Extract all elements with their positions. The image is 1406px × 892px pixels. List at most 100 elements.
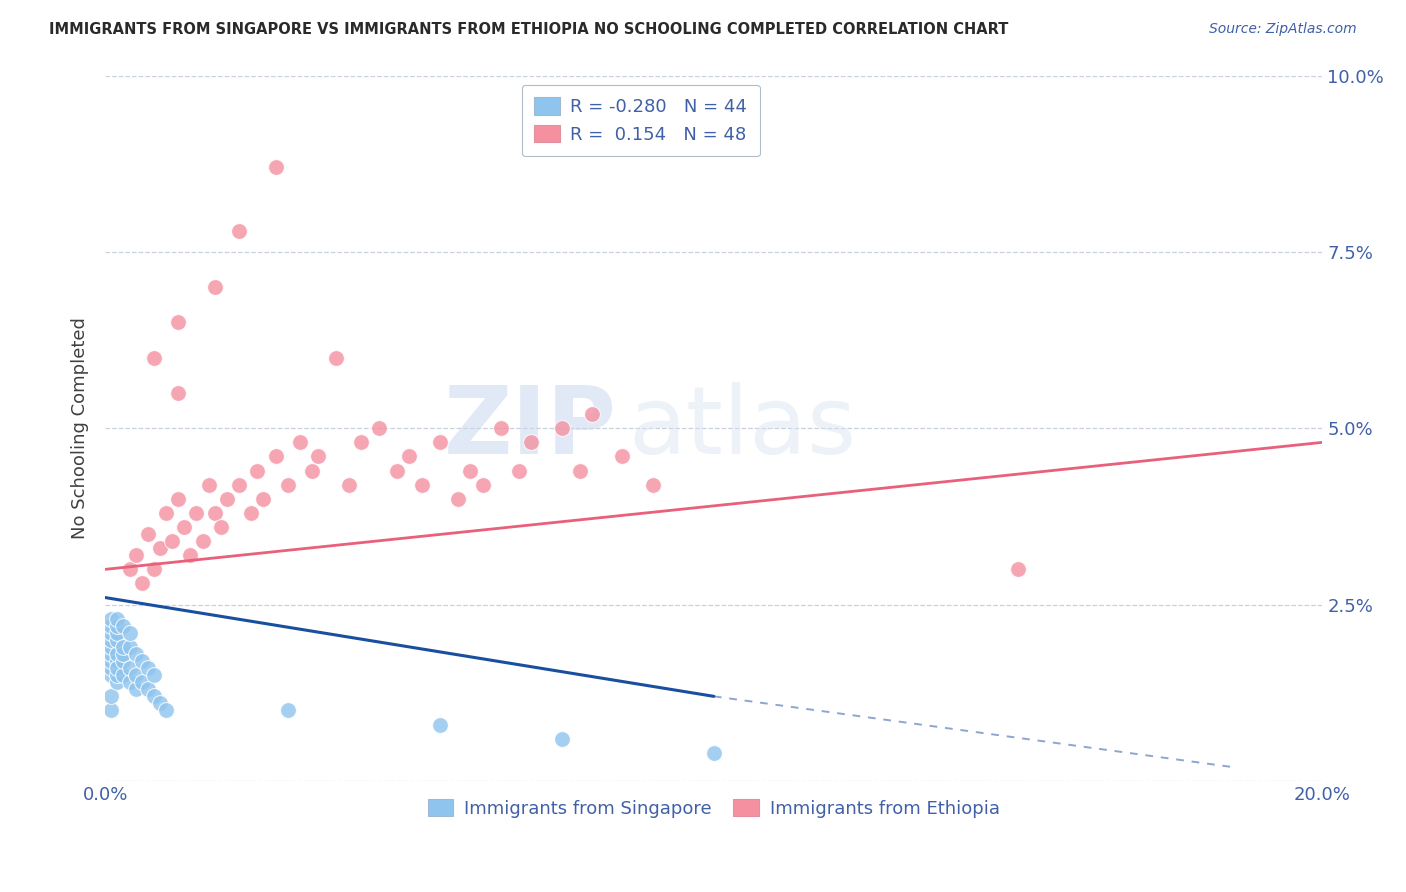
Point (508, 464, 530, 478)
Point (337, 477, 360, 491)
Point (252, 491, 274, 506)
Point (124, 682, 146, 697)
Point (350, 435, 373, 450)
Point (142, 668, 165, 682)
Point (118, 661, 141, 675)
Point (186, 506, 208, 520)
Point (288, 435, 311, 450)
Point (136, 682, 159, 697)
Point (100, 619, 122, 633)
Point (1007, 562, 1029, 576)
Legend: Immigrants from Singapore, Immigrants from Ethiopia: Immigrants from Singapore, Immigrants fr… (420, 791, 1007, 825)
Point (112, 647, 135, 661)
Point (429, 717, 451, 731)
Text: Source: ZipAtlas.com: Source: ZipAtlas.com (1209, 22, 1357, 37)
Point (520, 435, 543, 450)
Point (204, 280, 226, 294)
Point (149, 697, 172, 711)
Point (246, 464, 269, 478)
Point (105, 675, 128, 690)
Point (155, 506, 177, 520)
Point (100, 668, 122, 682)
Point (228, 477, 250, 491)
Point (100, 625, 122, 640)
Point (703, 746, 725, 760)
Point (155, 703, 177, 717)
Point (112, 640, 135, 654)
Text: ZIP: ZIP (443, 383, 616, 475)
Point (105, 668, 128, 682)
Point (118, 625, 141, 640)
Point (581, 407, 603, 421)
Point (460, 464, 482, 478)
Text: atlas: atlas (628, 383, 856, 475)
Point (429, 435, 451, 450)
Point (240, 506, 263, 520)
Point (307, 450, 329, 464)
Point (568, 464, 591, 478)
Point (131, 654, 153, 668)
Point (179, 548, 201, 562)
Point (447, 491, 470, 506)
Point (124, 647, 146, 661)
Point (142, 690, 165, 704)
Point (411, 477, 433, 491)
Point (100, 612, 122, 626)
Point (105, 625, 128, 640)
Point (136, 527, 159, 541)
Point (105, 632, 128, 647)
Point (167, 386, 190, 401)
Point (100, 661, 122, 675)
Y-axis label: No Schooling Completed: No Schooling Completed (72, 318, 89, 539)
Point (204, 506, 226, 520)
Point (118, 675, 141, 690)
Point (368, 421, 391, 435)
Point (100, 654, 122, 668)
Point (100, 690, 122, 704)
Point (641, 477, 664, 491)
Point (264, 160, 287, 174)
Point (167, 315, 190, 329)
Point (215, 491, 238, 506)
Point (167, 491, 190, 506)
Point (142, 562, 165, 576)
Point (105, 612, 128, 626)
Point (100, 632, 122, 647)
Point (325, 351, 347, 365)
Point (228, 224, 250, 238)
Point (131, 576, 153, 591)
Point (112, 668, 135, 682)
Point (112, 654, 135, 668)
Point (398, 450, 420, 464)
Point (100, 647, 122, 661)
Point (489, 421, 512, 435)
Point (471, 477, 494, 491)
Point (277, 477, 299, 491)
Point (105, 619, 128, 633)
Point (124, 668, 146, 682)
Point (301, 464, 323, 478)
Point (105, 647, 128, 661)
Point (118, 640, 141, 654)
Point (387, 464, 409, 478)
Point (118, 562, 141, 576)
Point (173, 520, 195, 534)
Point (149, 541, 172, 556)
Point (100, 640, 122, 654)
Point (105, 661, 128, 675)
Point (550, 731, 572, 746)
Point (124, 548, 146, 562)
Point (160, 534, 183, 549)
Text: IMMIGRANTS FROM SINGAPORE VS IMMIGRANTS FROM ETHIOPIA NO SCHOOLING COMPLETED COR: IMMIGRANTS FROM SINGAPORE VS IMMIGRANTS … (49, 22, 1008, 37)
Point (277, 703, 299, 717)
Point (209, 520, 232, 534)
Point (131, 675, 153, 690)
Point (264, 450, 287, 464)
Point (112, 619, 135, 633)
Point (105, 654, 128, 668)
Point (136, 661, 159, 675)
Point (197, 477, 219, 491)
Point (612, 450, 634, 464)
Point (142, 351, 165, 365)
Point (550, 421, 572, 435)
